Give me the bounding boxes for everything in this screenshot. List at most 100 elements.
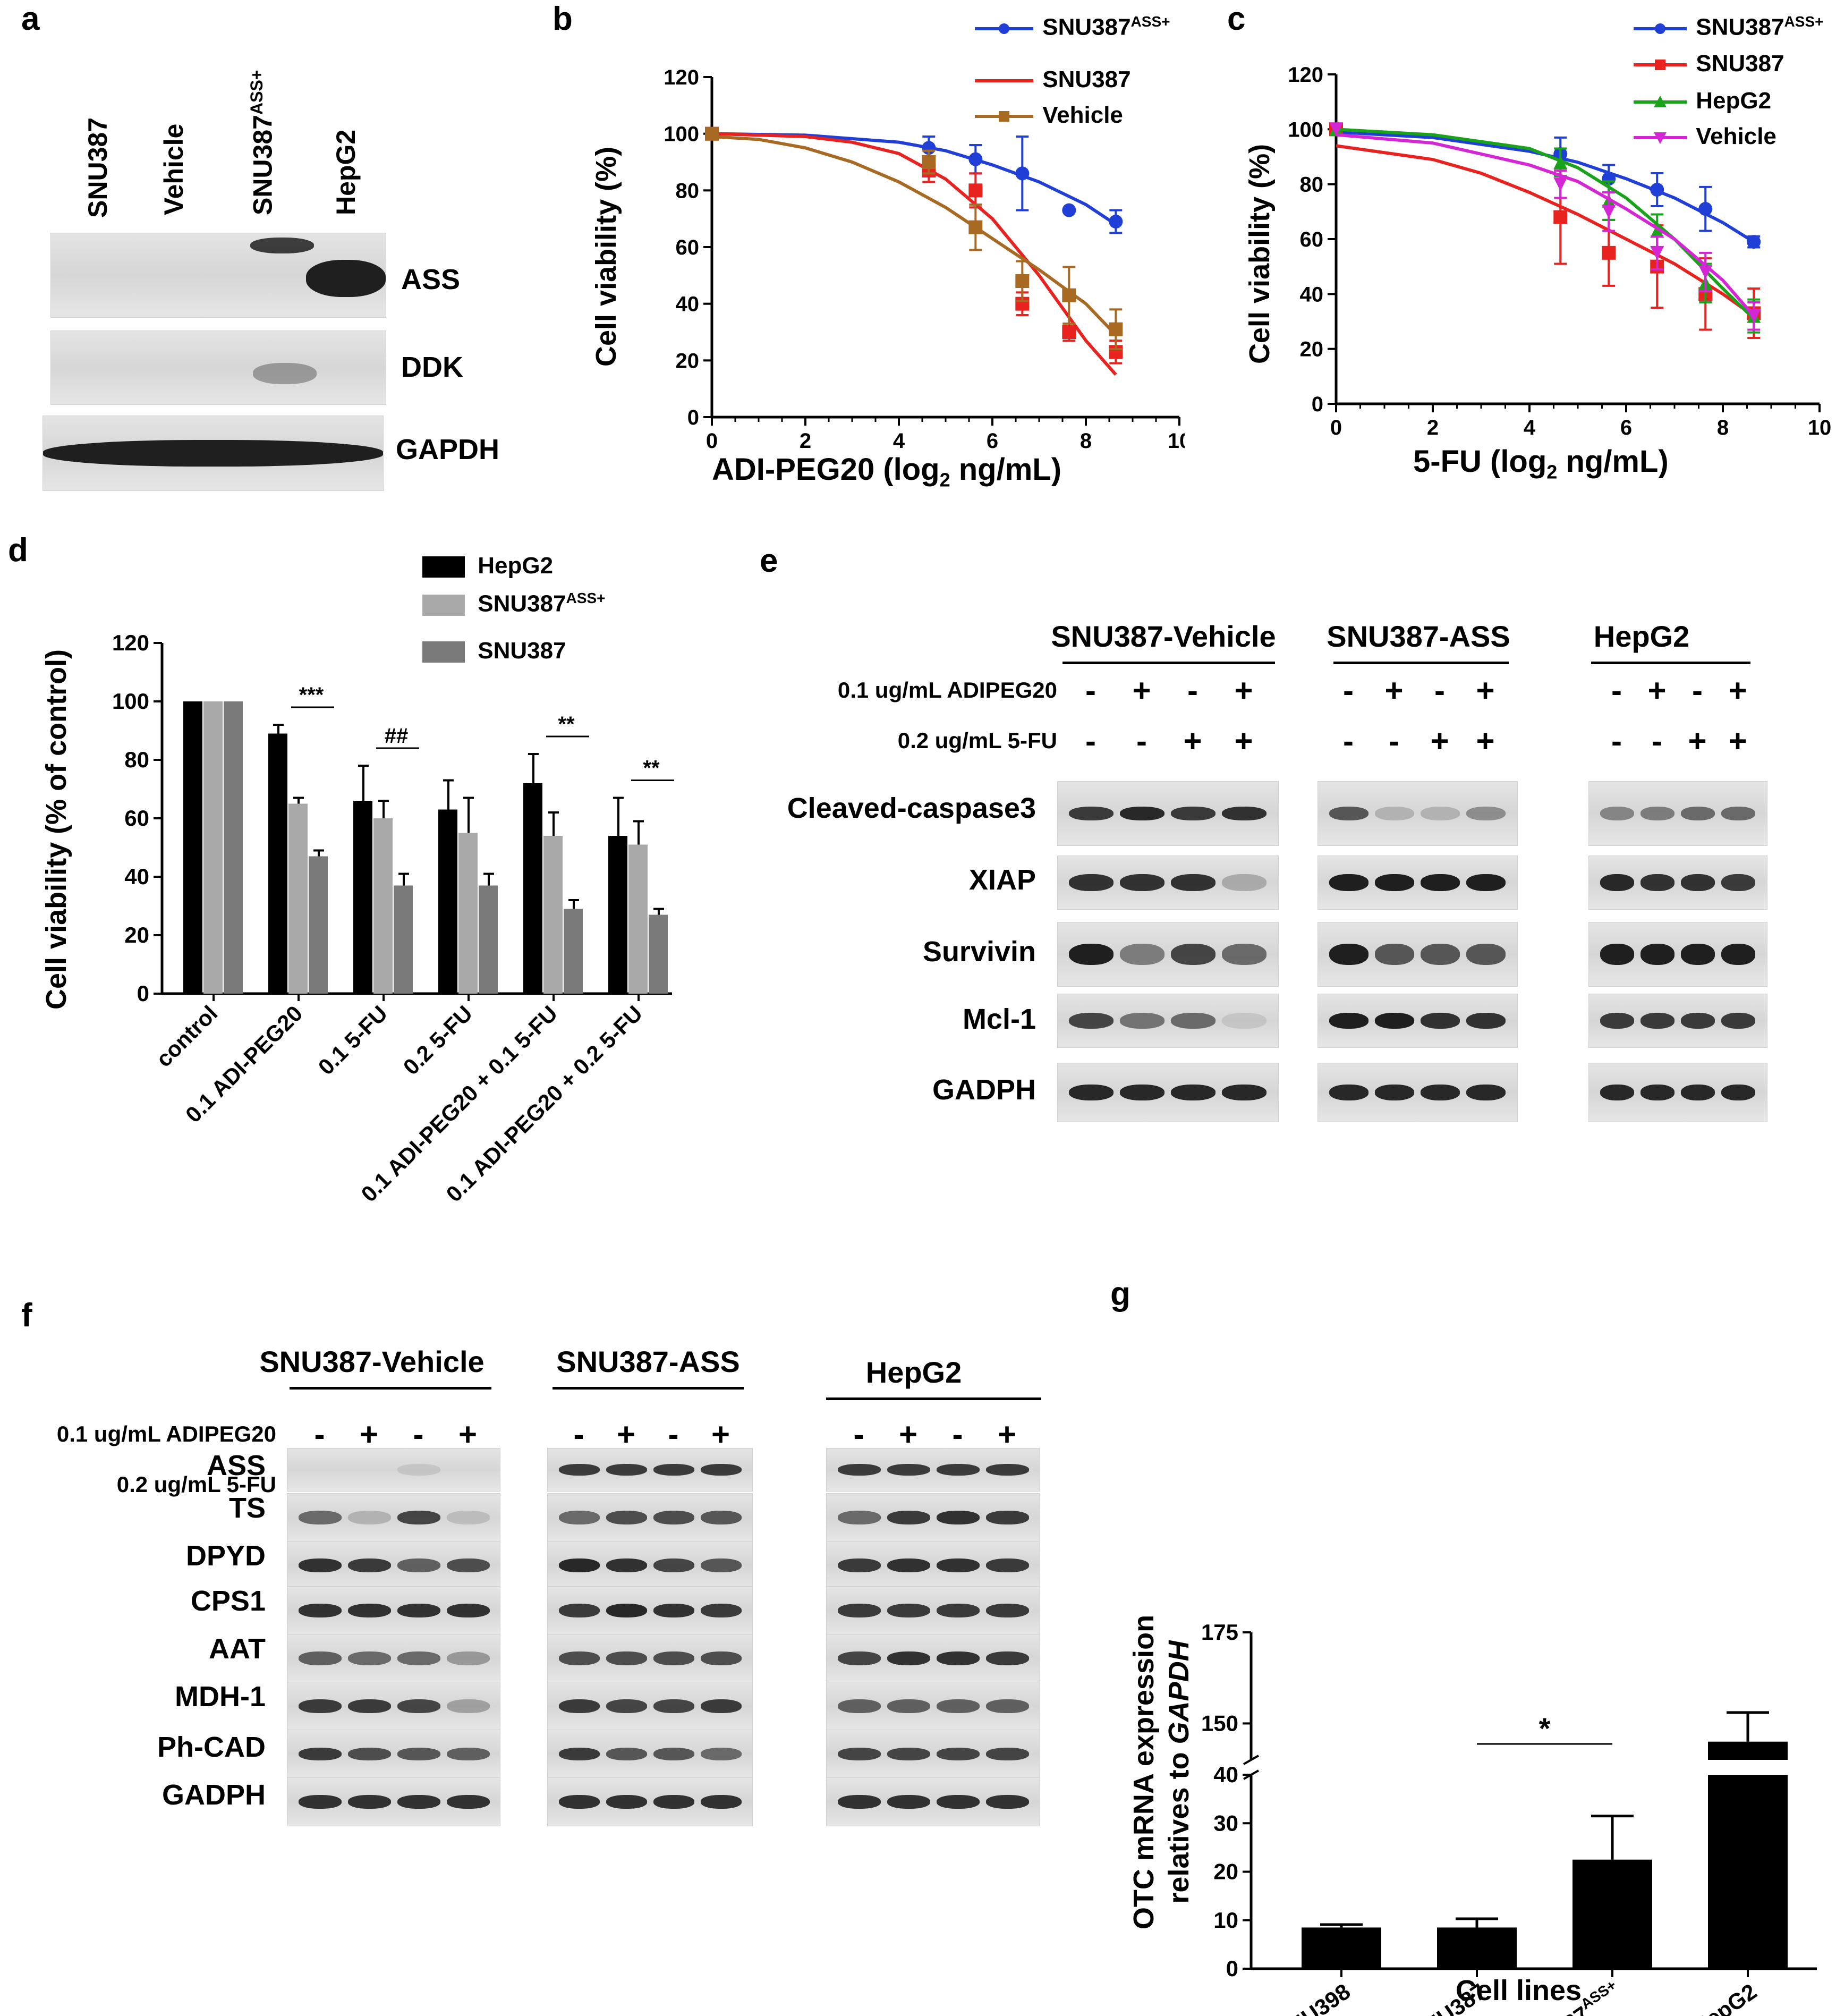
row-label-gapdh: GAPDH <box>396 434 500 465</box>
significance-marker: ## <box>385 724 409 748</box>
band <box>701 1558 742 1572</box>
row-label-f-0: ASS <box>206 1450 266 1481</box>
data-point-SNU387ASS+ <box>968 152 983 166</box>
band <box>1466 944 1506 965</box>
band <box>606 1748 647 1760</box>
blot-0-0 <box>1057 781 1279 846</box>
band <box>937 1464 980 1476</box>
bar-SNU387 <box>564 909 583 994</box>
legend-d-swatch <box>422 556 465 578</box>
sign-adipeg20: - <box>952 1417 963 1452</box>
row-label-f-7: GADPH <box>162 1779 266 1811</box>
y-tick-label: 150 <box>1201 1710 1238 1735</box>
x-tick-label: 10 <box>1808 416 1832 439</box>
bar-SNU387 <box>224 701 243 994</box>
band <box>838 1558 881 1572</box>
significance-marker: ** <box>643 757 660 780</box>
band <box>348 1748 391 1760</box>
band <box>1222 807 1266 820</box>
band <box>887 1558 930 1572</box>
y-tick-label: 20 <box>676 349 700 372</box>
band <box>838 1604 881 1617</box>
sign-5fu: + <box>1476 723 1495 759</box>
x-tick-label: 4 <box>1524 416 1536 439</box>
fit-line-SNU387ASS+ <box>1336 130 1755 243</box>
data-point-HepG2 <box>1650 224 1664 238</box>
band <box>1681 1013 1715 1029</box>
legend-b-marker <box>975 79 1033 83</box>
band <box>937 1604 980 1617</box>
band <box>986 1558 1029 1572</box>
y-tick-label: 0 <box>1226 1956 1238 1981</box>
band <box>701 1511 742 1524</box>
axis-break-mark <box>1243 1755 1259 1765</box>
band <box>559 1558 600 1572</box>
blot-1-6 <box>547 1730 753 1778</box>
band <box>1120 874 1164 891</box>
blot-0-4 <box>287 1634 500 1683</box>
band <box>1466 1013 1506 1029</box>
sign-5fu: + <box>1688 723 1707 759</box>
legend-b-sup-0: ASS+ <box>1130 13 1170 30</box>
y-tick-label: 80 <box>124 747 149 772</box>
blot-1-4 <box>547 1634 753 1683</box>
bar-HepG2 <box>608 836 627 994</box>
legend-b-label-0: SNU387 <box>1042 14 1131 40</box>
band <box>1069 944 1114 965</box>
blot-1-1 <box>1318 855 1518 910</box>
band <box>1600 1085 1634 1100</box>
fit-line-SNU387 <box>711 132 1117 376</box>
xlabel-c-tail: ng/mL) <box>1557 444 1669 479</box>
sign-5fu: - <box>1652 723 1662 759</box>
blot-0-2 <box>1057 922 1279 987</box>
data-point-SNU387ASS+ <box>1109 215 1123 228</box>
y-tick-label: 120 <box>1288 63 1323 87</box>
band <box>299 1651 342 1665</box>
ylabel-g-line1: OTC mRNA expression <box>1128 1614 1160 1930</box>
sign-adipeg20: - <box>668 1417 679 1452</box>
band <box>447 1558 490 1572</box>
band <box>1171 944 1216 965</box>
band <box>397 1795 440 1809</box>
band <box>397 1651 440 1665</box>
lane-label-snu387: SNU387 <box>83 117 113 218</box>
band <box>559 1795 600 1809</box>
y-tick-label: 20 <box>1213 1859 1238 1884</box>
sign-5fu: + <box>1183 723 1202 759</box>
band <box>447 1511 490 1524</box>
data-point-SNU387 <box>1602 245 1616 260</box>
blot-0-6 <box>287 1730 500 1778</box>
sign-adipeg20: + <box>1384 673 1404 708</box>
bar-HepG2 <box>438 809 457 994</box>
data-point-SNU387ASS+ <box>1747 235 1761 249</box>
blot-1-2 <box>547 1541 753 1590</box>
legend-c-marker <box>1634 96 1687 108</box>
ylabel-g-line2: relatives to GAPDH <box>1161 1562 1196 1982</box>
band <box>1681 944 1715 965</box>
blot-2-5 <box>826 1682 1040 1731</box>
legend-d-item: HepG2 <box>422 553 553 579</box>
treat-label-f-2: 0.2 ug/mL 5-FU <box>116 1472 276 1497</box>
bar-SNU387 <box>479 885 498 994</box>
band <box>1069 1085 1114 1100</box>
band <box>838 1748 881 1760</box>
chart-b: 0 20 40 60 80 100 120 0 2 4 6 8 10 <box>664 66 1185 453</box>
band <box>887 1464 930 1476</box>
band <box>397 1464 440 1476</box>
data-point-SNU387ASS+ <box>1650 183 1664 197</box>
legend-b-marker <box>975 23 1033 35</box>
band <box>1120 944 1164 965</box>
significance-marker: ** <box>558 713 575 736</box>
ylabel-d: Cell viability (% of control) <box>40 649 72 1010</box>
panel-d-letter: d <box>8 532 28 569</box>
sign-adipeg20: + <box>898 1417 918 1452</box>
data-point-HepG2 <box>1553 155 1568 170</box>
blot-a-ddk <box>50 331 386 405</box>
legend-c-item: SNU387 <box>1631 50 1784 77</box>
fit-line-HepG2 <box>1336 128 1755 320</box>
band <box>447 1699 490 1713</box>
blot-2-3 <box>826 1586 1040 1635</box>
row-label-e-4: GADPH <box>932 1074 1036 1106</box>
bar-HepG2-upper <box>1708 1741 1788 1760</box>
